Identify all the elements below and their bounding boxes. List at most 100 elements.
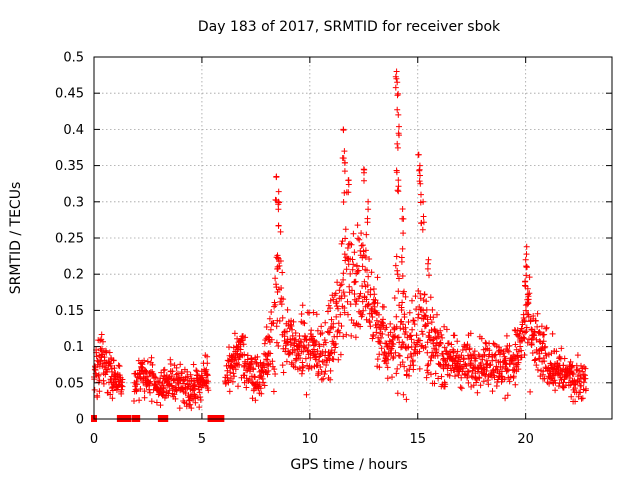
data-points xyxy=(91,68,589,412)
data-point xyxy=(361,166,368,173)
data-point xyxy=(303,391,310,398)
data-point xyxy=(300,363,307,370)
data-point xyxy=(336,329,343,336)
data-point xyxy=(337,311,344,318)
data-point xyxy=(471,348,478,355)
data-point xyxy=(302,333,309,340)
data-point xyxy=(568,393,575,400)
data-point xyxy=(268,336,275,343)
data-point xyxy=(399,273,406,279)
data-point xyxy=(133,378,140,385)
data-point xyxy=(335,320,342,327)
axis-ticks xyxy=(93,56,612,420)
data-point xyxy=(144,358,151,365)
data-point xyxy=(326,329,333,336)
data-point xyxy=(359,242,366,249)
data-point xyxy=(325,308,331,315)
data-point xyxy=(327,367,334,374)
data-point xyxy=(330,296,337,303)
data-point xyxy=(387,320,394,327)
data-point xyxy=(402,293,409,300)
data-point xyxy=(410,366,417,373)
data-point xyxy=(193,367,200,374)
data-point xyxy=(394,187,401,194)
data-point xyxy=(279,314,286,321)
data-point xyxy=(420,198,427,205)
data-point xyxy=(295,350,302,357)
data-point xyxy=(111,379,118,386)
data-point xyxy=(391,295,398,301)
data-point xyxy=(319,330,326,336)
data-point xyxy=(389,374,395,381)
data-point xyxy=(378,345,385,352)
data-point xyxy=(284,328,290,335)
data-point xyxy=(373,324,380,331)
data-point xyxy=(365,273,372,280)
data-point xyxy=(161,366,168,373)
data-point xyxy=(434,311,440,318)
data-point xyxy=(393,169,400,176)
data-point xyxy=(392,262,399,269)
data-point xyxy=(116,363,123,370)
data-point xyxy=(337,282,344,289)
data-point xyxy=(190,361,197,368)
data-point xyxy=(529,350,536,356)
data-point xyxy=(272,275,279,282)
data-point xyxy=(354,222,361,229)
data-point xyxy=(326,357,333,364)
data-point xyxy=(541,358,548,365)
data-point xyxy=(247,368,253,375)
data-point xyxy=(417,337,423,344)
data-point xyxy=(431,380,438,387)
data-point xyxy=(231,330,238,337)
data-point xyxy=(521,335,528,342)
data-point xyxy=(115,362,122,369)
data-point xyxy=(116,372,123,379)
data-point xyxy=(396,123,402,130)
data-point xyxy=(288,323,295,329)
data-point xyxy=(242,334,249,341)
data-point xyxy=(380,322,387,329)
data-point xyxy=(350,230,357,237)
data-point xyxy=(204,378,211,385)
data-point xyxy=(483,357,490,364)
data-point xyxy=(385,356,392,363)
data-point xyxy=(365,198,372,205)
data-point xyxy=(167,361,174,367)
data-point xyxy=(119,376,126,383)
data-point xyxy=(141,388,148,395)
data-point xyxy=(390,353,397,360)
data-point xyxy=(546,380,553,387)
data-point xyxy=(187,401,194,408)
data-point xyxy=(415,311,422,318)
data-point xyxy=(263,324,270,330)
data-point xyxy=(341,251,348,258)
data-point xyxy=(269,358,276,365)
data-point xyxy=(467,330,474,337)
data-point xyxy=(345,311,351,318)
data-point xyxy=(395,111,402,118)
data-point xyxy=(335,356,342,363)
data-point xyxy=(349,287,355,294)
data-point xyxy=(95,373,102,379)
y-tick-label: 0.1 xyxy=(63,340,84,355)
data-point xyxy=(395,188,402,195)
data-point xyxy=(204,360,211,367)
data-point xyxy=(393,253,400,260)
data-point xyxy=(274,263,281,270)
data-point xyxy=(421,291,428,298)
data-point xyxy=(502,395,509,402)
data-point xyxy=(514,352,521,359)
data-point xyxy=(432,370,439,377)
data-point xyxy=(352,301,359,308)
data-point xyxy=(407,333,414,340)
data-point xyxy=(410,317,417,324)
data-point xyxy=(460,355,467,362)
data-point xyxy=(516,331,523,337)
data-point xyxy=(292,330,299,336)
data-point xyxy=(515,366,522,373)
data-point xyxy=(357,323,364,330)
data-point xyxy=(348,241,355,248)
x-tick-label: 20 xyxy=(517,432,534,447)
